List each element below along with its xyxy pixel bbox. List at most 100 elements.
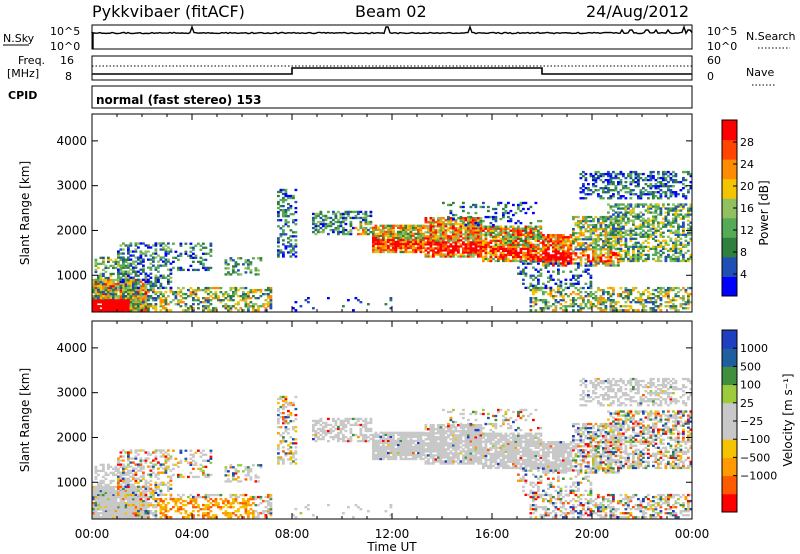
- power-cell: [117, 307, 120, 310]
- power-cell: [672, 170, 675, 174]
- power-cell: [134, 284, 138, 287]
- power-cell: [174, 292, 178, 296]
- power-cell: [442, 201, 445, 205]
- power-cell: [279, 198, 283, 202]
- power-cell: [119, 290, 123, 294]
- power-cell: [359, 220, 363, 224]
- power-cell: [282, 231, 285, 234]
- power-cell: [664, 178, 668, 182]
- velocity-cell: [132, 514, 135, 517]
- power-cell: [147, 288, 150, 292]
- power-cell: [162, 286, 165, 290]
- power-cell: [377, 232, 380, 236]
- power-cell: [219, 290, 223, 294]
- power-cell: [237, 301, 240, 304]
- power-cell: [634, 172, 638, 176]
- power-cell: [314, 222, 318, 226]
- power-cell: [227, 271, 230, 274]
- power-cell: [659, 241, 663, 244]
- power-cell: [612, 232, 615, 235]
- power-cell: [394, 224, 398, 227]
- power-cell: [632, 170, 635, 174]
- velocity-cell: [92, 506, 95, 509]
- power-cell: [627, 219, 630, 222]
- power-cell: [682, 231, 685, 234]
- power-cell: [667, 221, 670, 224]
- power-cell: [602, 172, 605, 176]
- power-cell: [587, 182, 590, 186]
- power-cell: [534, 309, 538, 312]
- velocity-cell: [129, 491, 133, 495]
- power-cell: [617, 229, 620, 232]
- power-cell: [602, 234, 605, 237]
- power-cell: [662, 203, 665, 206]
- power-cell: [127, 303, 130, 306]
- power-cell: [654, 253, 658, 257]
- power-cell: [184, 242, 188, 245]
- power-cell: [449, 239, 453, 242]
- power-cell: [514, 255, 518, 259]
- power-cell: [409, 226, 413, 229]
- power-cell: [547, 280, 550, 283]
- power-cell: [439, 249, 443, 252]
- frequency-panel-frame: [91, 55, 693, 81]
- power-cell: [534, 303, 538, 306]
- power-cell: [509, 253, 513, 257]
- power-cell: [507, 257, 510, 261]
- power-cell: [659, 290, 663, 294]
- power-cell: [282, 215, 285, 218]
- power-cell: [639, 292, 643, 296]
- velocity-cell: [92, 487, 95, 491]
- power-cell: [314, 224, 318, 228]
- power-cell: [164, 250, 168, 253]
- power-cell: [584, 178, 588, 182]
- power-cell: [144, 309, 148, 312]
- power-cell: [624, 207, 628, 210]
- power-cell: [637, 247, 640, 251]
- power-cell: [107, 296, 110, 300]
- power-cell: [259, 257, 263, 260]
- power-cell: [499, 255, 503, 259]
- power-cell: [202, 266, 205, 270]
- power-cell: [154, 276, 158, 279]
- power-cell: [677, 255, 680, 259]
- power-cell: [584, 303, 588, 306]
- power-cell: [619, 231, 623, 234]
- power-cell: [317, 220, 320, 224]
- power-cell: [652, 296, 655, 300]
- power-cell: [494, 245, 498, 249]
- power-cell: [162, 276, 165, 279]
- power-cell: [149, 286, 153, 290]
- power-cell: [124, 274, 128, 278]
- power-cell: [234, 288, 238, 292]
- power-cell: [279, 251, 283, 254]
- power-cell: [362, 216, 365, 220]
- power-cell: [424, 241, 428, 244]
- power-cell: [162, 299, 165, 302]
- power-cell: [139, 299, 143, 302]
- power-cell: [677, 205, 680, 208]
- power-cell: [554, 244, 558, 247]
- power-cell: [497, 235, 500, 238]
- power-cell: [254, 309, 258, 312]
- power-cell: [494, 259, 498, 263]
- power-cell: [247, 263, 250, 266]
- power-cell: [594, 254, 598, 257]
- power-cell: [97, 288, 100, 292]
- power-cell: [604, 244, 608, 247]
- power-cell: [524, 233, 528, 236]
- power-cell: [624, 185, 628, 188]
- power-cell: [284, 192, 288, 196]
- power-cell: [532, 274, 535, 277]
- power-cell: [134, 242, 138, 245]
- power-cell: [442, 221, 445, 224]
- power-cell: [669, 301, 673, 304]
- power-cell: [617, 197, 620, 200]
- power-cell: [539, 247, 543, 251]
- power-cell: [524, 262, 528, 265]
- power-cell: [122, 266, 125, 270]
- power-cell: [94, 262, 98, 266]
- power-cell: [502, 247, 505, 251]
- power-cell: [114, 301, 118, 304]
